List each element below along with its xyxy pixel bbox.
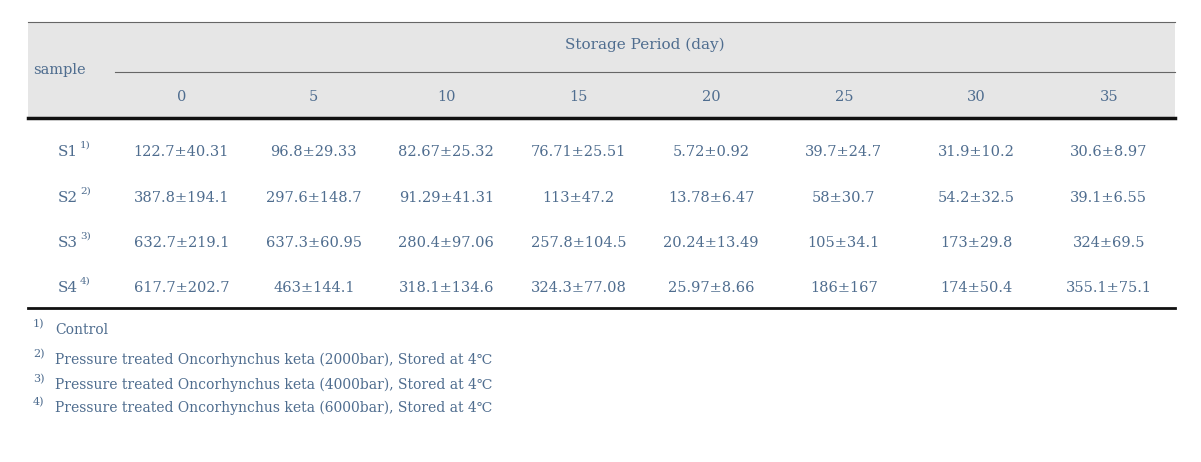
Text: 76.71±25.51: 76.71±25.51 <box>531 145 627 159</box>
Text: 174±50.4: 174±50.4 <box>940 281 1012 295</box>
Text: 35: 35 <box>1099 90 1118 104</box>
Text: 20.24±13.49: 20.24±13.49 <box>663 236 759 250</box>
Text: 387.8±194.1: 387.8±194.1 <box>133 191 229 205</box>
Text: 5.72±0.92: 5.72±0.92 <box>673 145 749 159</box>
Text: 30.6±8.97: 30.6±8.97 <box>1070 145 1147 159</box>
Text: 617.7±202.7: 617.7±202.7 <box>133 281 229 295</box>
Text: 3): 3) <box>80 231 91 241</box>
Text: S3: S3 <box>58 236 78 250</box>
Text: 25: 25 <box>835 90 853 104</box>
Text: 2): 2) <box>32 349 44 359</box>
Text: 280.4±97.06: 280.4±97.06 <box>399 236 494 250</box>
Text: 13.78±6.47: 13.78±6.47 <box>668 191 754 205</box>
Text: 96.8±29.33: 96.8±29.33 <box>270 145 357 159</box>
Text: 10: 10 <box>437 90 455 104</box>
Text: S4: S4 <box>58 281 78 295</box>
Text: 463±144.1: 463±144.1 <box>273 281 354 295</box>
Text: 3): 3) <box>32 374 44 384</box>
Text: S1: S1 <box>58 145 78 159</box>
Text: 632.7±219.1: 632.7±219.1 <box>133 236 229 250</box>
Text: 20: 20 <box>701 90 721 104</box>
Text: 91.29±41.31: 91.29±41.31 <box>399 191 494 205</box>
Text: 15: 15 <box>569 90 588 104</box>
Text: 39.7±24.7: 39.7±24.7 <box>805 145 883 159</box>
Text: 113±47.2: 113±47.2 <box>543 191 615 205</box>
Text: 173±29.8: 173±29.8 <box>940 236 1012 250</box>
Text: S2: S2 <box>58 191 78 205</box>
Text: 1): 1) <box>80 140 91 150</box>
Text: 4): 4) <box>80 277 91 286</box>
Text: 105±34.1: 105±34.1 <box>807 236 880 250</box>
Text: 54.2±32.5: 54.2±32.5 <box>938 191 1015 205</box>
Text: 122.7±40.31: 122.7±40.31 <box>133 145 229 159</box>
Text: 58±30.7: 58±30.7 <box>812 191 876 205</box>
Text: 2): 2) <box>80 187 91 195</box>
Text: 318.1±134.6: 318.1±134.6 <box>399 281 494 295</box>
Text: sample: sample <box>32 63 85 77</box>
Text: 186±167: 186±167 <box>809 281 878 295</box>
Bar <box>28 22 1175 118</box>
Text: 324.3±77.08: 324.3±77.08 <box>531 281 627 295</box>
Text: Control: Control <box>55 323 108 337</box>
Text: 39.1±6.55: 39.1±6.55 <box>1070 191 1147 205</box>
Text: 30: 30 <box>967 90 986 104</box>
Text: 257.8±104.5: 257.8±104.5 <box>531 236 627 250</box>
Text: Pressure treated Oncorhynchus keta (2000bar), Stored at 4℃: Pressure treated Oncorhynchus keta (2000… <box>55 353 492 367</box>
Text: Pressure treated Oncorhynchus keta (6000bar), Stored at 4℃: Pressure treated Oncorhynchus keta (6000… <box>55 401 492 415</box>
Text: 355.1±75.1: 355.1±75.1 <box>1065 281 1152 295</box>
Text: 25.97±8.66: 25.97±8.66 <box>668 281 754 295</box>
Text: Storage Period (day): Storage Period (day) <box>566 38 725 52</box>
Text: 31.9±10.2: 31.9±10.2 <box>938 145 1015 159</box>
Text: 82.67±25.32: 82.67±25.32 <box>399 145 494 159</box>
Text: 5: 5 <box>309 90 318 104</box>
Text: 297.6±148.7: 297.6±148.7 <box>265 191 362 205</box>
Text: 1): 1) <box>32 319 44 329</box>
Text: Pressure treated Oncorhynchus keta (4000bar), Stored at 4℃: Pressure treated Oncorhynchus keta (4000… <box>55 378 492 392</box>
Text: 4): 4) <box>32 397 44 407</box>
Text: 324±69.5: 324±69.5 <box>1072 236 1145 250</box>
Text: 637.3±60.95: 637.3±60.95 <box>265 236 362 250</box>
Text: 0: 0 <box>177 90 186 104</box>
